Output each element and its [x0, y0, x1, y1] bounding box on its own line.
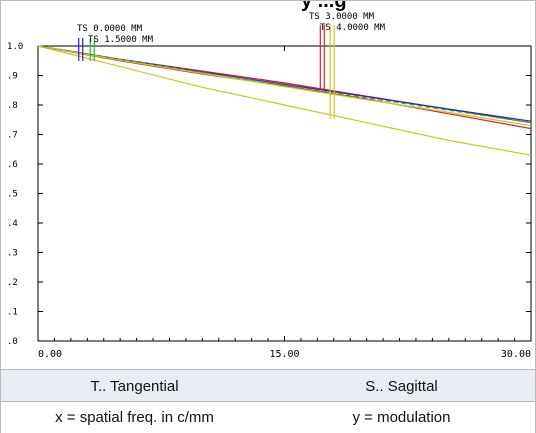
x-axis-description: x = spatial freq. in c/mm [55, 409, 214, 426]
series-line [37, 45, 532, 122]
y-tick-label: .5 [7, 190, 18, 200]
y-tick-label: .2 [7, 278, 18, 288]
series-line [37, 45, 532, 156]
y-tick-label: .6 [7, 160, 18, 170]
field-marker [319, 25, 325, 89]
field-label: TS 4.0000 MM [320, 23, 386, 33]
plot-frame [37, 45, 532, 342]
mtf-chart: y ...g .0 .1 .2 .3 .4 .5 .6 .7 .8 .9 1.0 0.00 15.00 30… [1, 1, 536, 369]
legend-row: T.. Tangential S.. Sagittal [1, 369, 535, 402]
x-tick-label: 30.00 [501, 349, 531, 360]
legend-tangential: T.. Tangential [90, 377, 179, 395]
y-axis-description: y = modulation [352, 409, 451, 426]
y-tick-label: .1 [7, 308, 18, 318]
y-tick-label: .7 [7, 131, 18, 141]
field-marker [329, 25, 335, 119]
x-tick-label: 0.00 [38, 349, 62, 360]
field-marker [89, 38, 95, 61]
y-tick-label: .0 [7, 337, 18, 347]
series-line [37, 45, 532, 124]
series-line [37, 45, 532, 127]
y-tick-label: .8 [7, 101, 18, 111]
y-tick-label: .3 [7, 249, 18, 259]
y-tick-label: .9 [7, 72, 18, 82]
field-label: TS 1.5000 MM [88, 35, 154, 45]
mtf-chart-svg: y ...g .0 .1 .2 .3 .4 .5 .6 .7 .8 .9 1.0 0.00 15.00 30… [7, 1, 532, 360]
chart-header-partial: y ...g [301, 1, 347, 12]
field-label: TS 3.0000 MM [309, 12, 375, 22]
field-label: TS 0.0000 MM [77, 24, 143, 34]
field-marker [78, 38, 84, 61]
axes-description-row: x = spatial freq. in c/mm y = modulation [1, 401, 535, 433]
legend-sagittal: S.. Sagittal [365, 377, 438, 395]
x-tick-label: 15.00 [269, 349, 299, 360]
y-tick-label: .4 [7, 219, 18, 229]
y-tick-label: 1.0 [7, 42, 23, 52]
